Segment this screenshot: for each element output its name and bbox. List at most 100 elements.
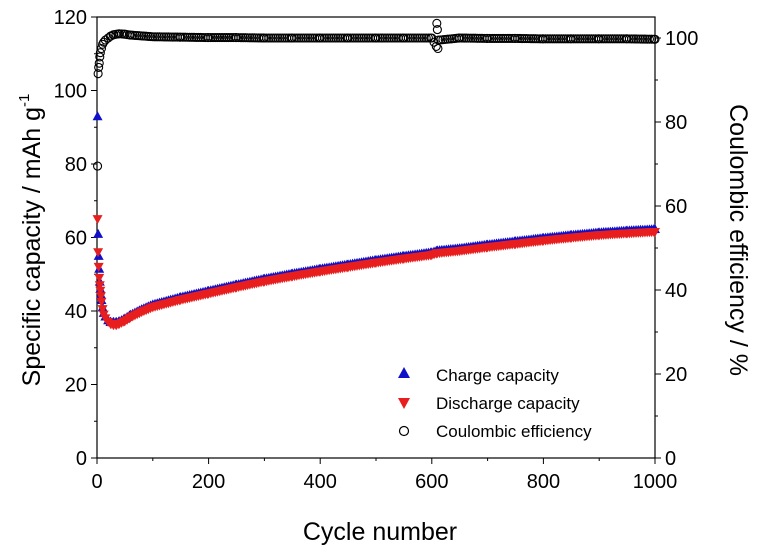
coulombic-efficiency-point — [640, 34, 650, 44]
coulombic-efficiency-point — [298, 33, 309, 43]
coulombic-efficiency-point — [545, 34, 555, 44]
coulombic-efficiency-point — [210, 33, 220, 43]
discharge-capacity-point — [94, 281, 105, 291]
coulombic-efficiency-point — [432, 18, 442, 28]
coulombic-efficiency-point — [650, 34, 660, 44]
coulombic-efficiency-point — [577, 34, 588, 44]
coulombic-efficiency-point — [399, 33, 409, 43]
discharge-capacity-point — [95, 286, 106, 296]
coulombic-efficiency-point — [526, 34, 536, 44]
discharge-capacity-point — [650, 227, 660, 237]
coulombic-efficiency-point — [568, 34, 579, 44]
y-left-axis-title-superscript: -1 — [16, 94, 33, 107]
coulombic-efficiency-point — [473, 33, 483, 43]
coulombic-efficiency-point — [552, 34, 562, 44]
coulombic-efficiency-point — [259, 33, 269, 43]
discharge-capacity-point — [95, 292, 106, 302]
coulombic-efficiency-point — [238, 33, 248, 43]
coulombic-efficiency-point — [152, 32, 162, 42]
coulombic-efficiency-point — [596, 34, 606, 44]
coulombic-efficiency-point — [580, 34, 590, 44]
coulombic-efficiency-point — [496, 33, 506, 43]
coulombic-efficiency-point — [421, 33, 431, 43]
coulombic-efficiency-point — [610, 34, 620, 44]
coulombic-efficiency-point — [292, 33, 302, 43]
coulombic-efficiency-point — [166, 32, 176, 42]
coulombic-efficiency-point — [361, 33, 371, 43]
coulombic-efficiency-point — [584, 34, 594, 44]
coulombic-efficiency-point — [94, 62, 104, 72]
coulombic-efficiency-point — [582, 34, 592, 44]
coulombic-efficiency-point — [459, 33, 469, 43]
coulombic-efficiency-point — [354, 33, 364, 43]
coulombic-efficiency-point — [522, 34, 532, 44]
coulombic-efficiency-point — [414, 33, 425, 43]
coulombic-efficiency-point — [517, 33, 527, 44]
coulombic-efficiency-point — [159, 32, 169, 42]
coulombic-efficiency-point — [406, 33, 416, 43]
coulombic-efficiency-point — [515, 33, 525, 44]
coulombic-efficiency-point — [629, 34, 639, 44]
coulombic-efficiency-point — [345, 33, 355, 43]
coulombic-efficiency-point — [271, 33, 281, 43]
coulombic-efficiency-point — [185, 32, 195, 42]
coulombic-efficiency-point — [389, 33, 399, 43]
coulombic-efficiency-point — [624, 34, 634, 44]
coulombic-efficiency-point — [500, 33, 511, 43]
y-right-tick-label: 80 — [665, 112, 687, 134]
y-left-tick-label: 40 — [65, 301, 87, 323]
coulombic-efficiency-point — [401, 33, 411, 43]
axis-tick-labels: 0 200 400 600 800 100002040608010012002040608… — [54, 7, 699, 493]
coulombic-efficiency-point — [329, 33, 339, 43]
coulombic-efficiency-point — [245, 33, 255, 43]
coulombic-efficiency-point — [303, 33, 313, 43]
coulombic-efficiency-point — [322, 33, 332, 43]
coulombic-efficiency-point — [296, 33, 306, 43]
x-tick-label: 400 — [304, 471, 337, 493]
y-right-tick-label: 20 — [665, 364, 687, 386]
coulombic-efficiency-point — [206, 33, 216, 43]
y-right-tick-label: 60 — [665, 196, 687, 218]
discharge-capacity-point — [93, 248, 104, 258]
coulombic-efficiency-point — [215, 33, 225, 43]
coulombic-efficiency-point — [427, 33, 437, 43]
coulombic-efficiency-point — [157, 32, 167, 42]
coulombic-efficiency-point — [554, 34, 564, 44]
legend-coulombic-label: Coulombic efficiency — [436, 422, 592, 441]
y-right-tick-label: 40 — [665, 280, 687, 302]
coulombic-efficiency-point — [161, 32, 171, 42]
coulombic-efficiency-point — [94, 58, 104, 68]
y-left-tick-label: 80 — [65, 154, 87, 176]
coulombic-efficiency-point — [268, 33, 278, 43]
coulombic-efficiency-point — [208, 33, 218, 43]
coulombic-efficiency-point — [219, 33, 229, 43]
coulombic-efficiency-point — [262, 33, 272, 43]
legend-item-charge: Charge capacity — [398, 366, 559, 385]
coulombic-efficiency-point — [95, 48, 105, 58]
coulombic-efficiency-point — [373, 33, 383, 43]
coulombic-efficiency-point — [605, 34, 615, 44]
x-tick-label: 800 — [527, 471, 560, 493]
coulombic-efficiency-point — [294, 33, 304, 43]
y-left-axis-title-main: Specific capacity / mAh g — [18, 107, 46, 386]
coulombic-efficiency-point — [378, 33, 388, 43]
coulombic-efficiency-point — [194, 32, 204, 42]
coulombic-efficiency-point — [326, 33, 336, 43]
discharge-capacity-point — [96, 297, 107, 307]
x-tick-label: 600 — [415, 471, 448, 493]
charge-capacity-point — [93, 228, 104, 238]
coulombic-efficiency-point — [382, 33, 392, 43]
coulombic-efficiency-point — [408, 33, 418, 43]
coulombic-efficiency-point — [519, 34, 529, 44]
coulombic-efficiency-point — [324, 33, 334, 43]
legend-charge-marker — [398, 367, 410, 378]
legend-discharge-marker — [398, 398, 410, 409]
coulombic-efficiency-point — [217, 33, 227, 43]
coulombic-efficiency-point — [468, 33, 478, 43]
coulombic-efficiency-point — [431, 41, 441, 51]
coulombic-efficiency-point — [249, 33, 259, 43]
coulombic-efficiency-point — [289, 33, 300, 43]
coulombic-efficiency-point — [331, 33, 341, 43]
coulombic-efficiency-point — [498, 33, 508, 43]
coulombic-efficiency-point — [387, 33, 397, 43]
